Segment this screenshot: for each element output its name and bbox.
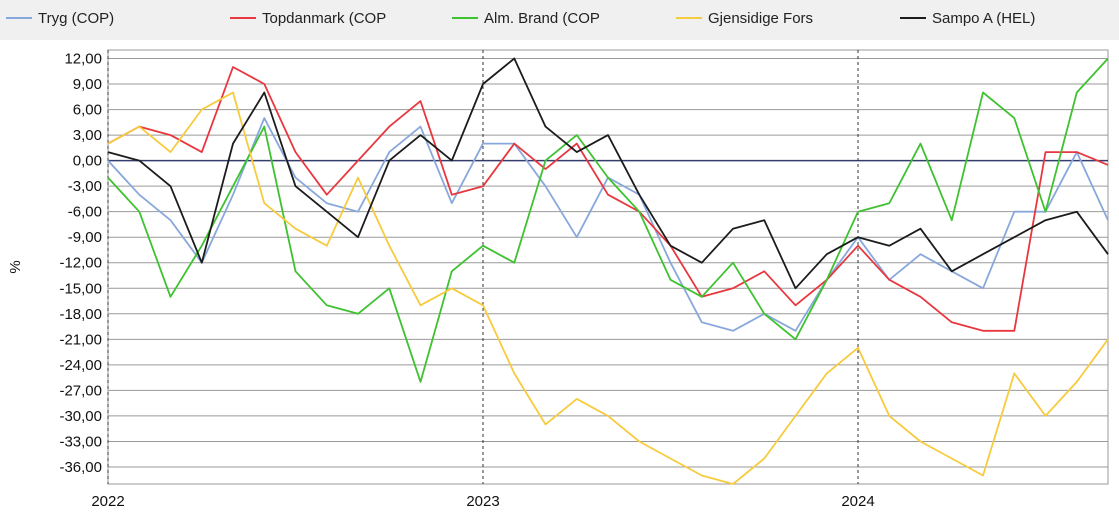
y-tick-label: -21,00: [59, 331, 102, 348]
y-axis-label: %: [7, 260, 24, 273]
legend-item-tryg[interactable]: Tryg (COP): [6, 8, 114, 28]
legend-swatch: [676, 17, 702, 19]
y-tick-label: -3,00: [68, 178, 102, 195]
series-line-2: [107, 57, 1109, 383]
y-tick-label: -6,00: [68, 204, 102, 221]
y-tick-label: 3,00: [73, 127, 102, 144]
line-chart: 12,00 9,00 6,00 3,00 0,00 -3,00 -6,00 -9,00 -12,…: [7, 49, 1109, 510]
legend-label: Sampo A (HEL): [932, 9, 1036, 27]
legend-item-sampo[interactable]: Sampo A (HEL): [900, 8, 1035, 28]
y-tick-label: -36,00: [59, 459, 102, 476]
y-tick-label: 12,00: [64, 51, 102, 68]
legend-swatch: [230, 17, 256, 19]
legend-label: Alm. Brand (COP: [484, 9, 600, 27]
series-line-3: [107, 91, 1109, 485]
y-tick-label: -18,00: [59, 306, 102, 323]
legend-item-alm-brand[interactable]: Alm. Brand (COP: [452, 8, 600, 28]
legend-swatch: [6, 17, 32, 19]
legend-label: Tryg (COP): [38, 9, 115, 27]
series-line-4: [107, 57, 1109, 290]
y-tick-label: -12,00: [59, 255, 102, 272]
y-tick-label: 9,00: [73, 76, 102, 93]
legend-item-gjensidige[interactable]: Gjensidige Fors: [676, 8, 813, 28]
chart-legend: Tryg (COP) Topdanmark (COP Alm. Brand (C…: [0, 0, 1119, 40]
series-line-1: [107, 66, 1109, 332]
y-tick-label: 6,00: [73, 102, 102, 119]
legend-item-topdanmark[interactable]: Topdanmark (COP: [230, 8, 386, 28]
legend-swatch: [900, 17, 926, 19]
x-tick-label: 2023: [466, 493, 499, 510]
legend-label: Gjensidige Fors: [708, 9, 814, 27]
y-tick-label: -9,00: [68, 229, 102, 246]
chart-area: 12,00 9,00 6,00 3,00 0,00 -3,00 -6,00 -9,00 -12,…: [0, 40, 1119, 519]
x-tick-label: 2022: [91, 493, 124, 510]
y-tick-label: -15,00: [59, 280, 102, 297]
y-tick-label: -27,00: [59, 382, 102, 399]
y-tick-label: -33,00: [59, 433, 102, 450]
y-tick-label: -30,00: [59, 408, 102, 425]
x-tick-label: 2024: [841, 493, 874, 510]
y-tick-label: 0,00: [73, 153, 102, 170]
legend-swatch: [452, 17, 478, 19]
legend-label: Topdanmark (COP: [262, 9, 387, 27]
y-tick-label: -24,00: [59, 357, 102, 374]
